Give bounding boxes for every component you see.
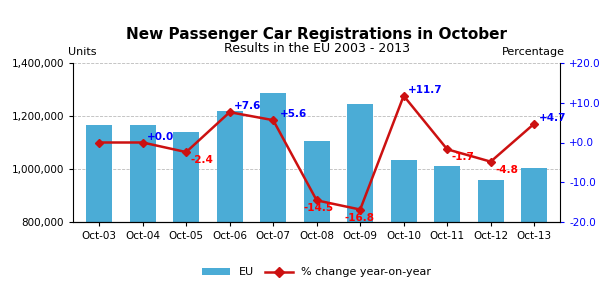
Bar	[86, 125, 112, 285]
Text: +7.6: +7.6	[234, 101, 261, 111]
Legend: EU, % change year-on-year: EU, % change year-on-year	[197, 263, 436, 282]
% change year-on-year	[313, 199, 320, 202]
% change year-on-year	[487, 160, 495, 163]
Bar	[521, 168, 547, 285]
Text: -14.5: -14.5	[304, 203, 334, 213]
% change year-on-year	[530, 122, 538, 125]
Bar	[173, 132, 199, 285]
Text: +0.0: +0.0	[147, 131, 174, 142]
Bar	[130, 125, 156, 285]
% change year-on-year	[183, 150, 190, 154]
Text: Percentage: Percentage	[502, 47, 565, 57]
Text: -4.8: -4.8	[495, 165, 518, 175]
Bar	[260, 93, 286, 285]
Bar	[304, 141, 329, 285]
% change year-on-year	[226, 111, 233, 114]
Bar	[434, 166, 460, 285]
% change year-on-year	[270, 119, 277, 122]
Text: +11.7: +11.7	[408, 85, 443, 95]
Text: Units: Units	[68, 47, 97, 57]
% change year-on-year	[139, 141, 146, 144]
Bar	[390, 160, 417, 285]
Bar	[217, 111, 243, 285]
Text: Results in the EU 2003 - 2013: Results in the EU 2003 - 2013	[224, 42, 410, 55]
Text: New Passenger Car Registrations in October: New Passenger Car Registrations in Octob…	[126, 27, 507, 42]
% change year-on-year	[400, 94, 407, 97]
% change year-on-year	[443, 148, 451, 151]
% change year-on-year	[356, 208, 364, 211]
Bar	[347, 104, 373, 285]
Text: +4.7: +4.7	[538, 113, 566, 123]
Line: % change year-on-year: % change year-on-year	[96, 93, 537, 213]
Bar	[477, 180, 504, 285]
Text: -16.8: -16.8	[345, 213, 375, 223]
% change year-on-year	[96, 141, 103, 144]
Text: -2.4: -2.4	[191, 155, 213, 165]
Text: -1.7: -1.7	[451, 152, 474, 162]
Text: +5.6: +5.6	[280, 109, 307, 119]
